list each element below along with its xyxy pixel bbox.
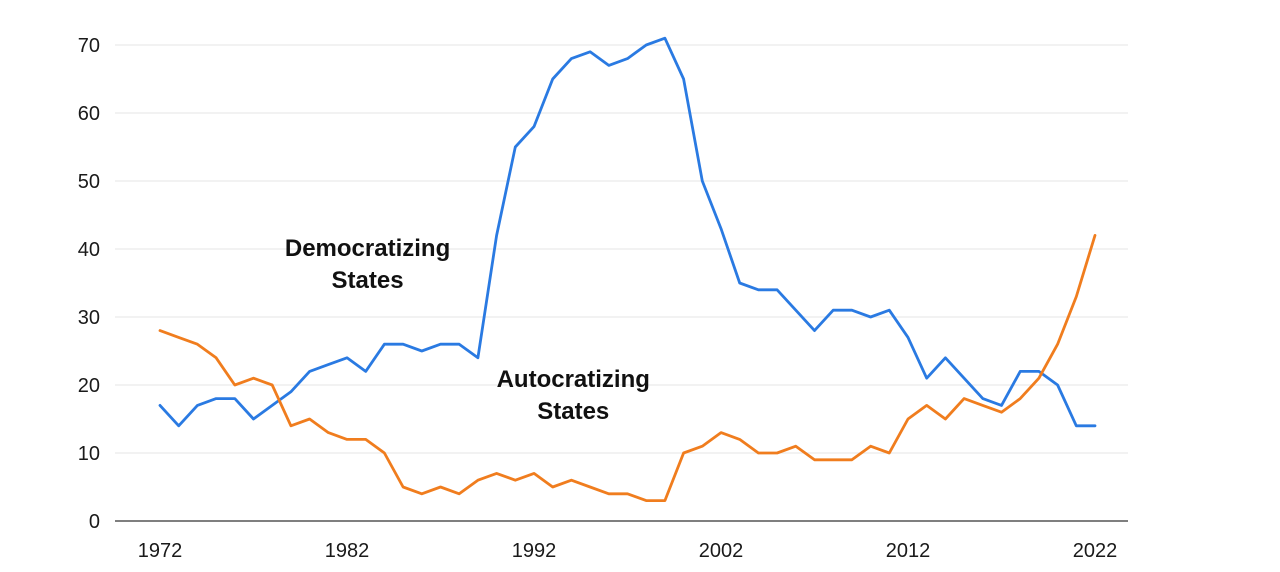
x-tick-label: 2012 [886, 540, 931, 562]
y-tick-label: 60 [78, 103, 100, 125]
annotations: Democratizing States Autocratizing States [285, 235, 650, 425]
annotation-autocratizing: Autocratizing States [497, 366, 650, 425]
x-tick-label: 1982 [325, 540, 370, 562]
y-tick-label: 20 [78, 375, 100, 397]
series-lines [158, 36, 1097, 503]
x-tick-label: 1972 [138, 540, 183, 562]
y-tick-label: 70 [78, 35, 100, 57]
annotation-line: Democratizing [285, 235, 450, 262]
series-line-autocratizing [158, 233, 1097, 503]
y-tick-label: 50 [78, 171, 100, 193]
gridlines [115, 44, 1128, 454]
annotation-line: Autocratizing [497, 366, 650, 393]
x-tick-label: 2002 [699, 540, 744, 562]
y-axis: 0 10 20 30 40 50 60 70 [78, 35, 100, 533]
x-tick-label: 1992 [512, 540, 557, 562]
x-axis: 1972 1982 1992 2002 2012 2022 [138, 540, 1118, 562]
y-tick-label: 10 [78, 443, 100, 465]
series-line-democratizing [158, 36, 1097, 428]
annotation-democratizing: Democratizing States [285, 235, 450, 294]
y-tick-label: 30 [78, 307, 100, 329]
annotation-line: States [332, 267, 404, 294]
annotation-line: States [537, 398, 609, 425]
y-tick-label: 0 [89, 511, 100, 533]
x-tick-label: 2022 [1073, 540, 1118, 562]
y-tick-label: 40 [78, 239, 100, 261]
